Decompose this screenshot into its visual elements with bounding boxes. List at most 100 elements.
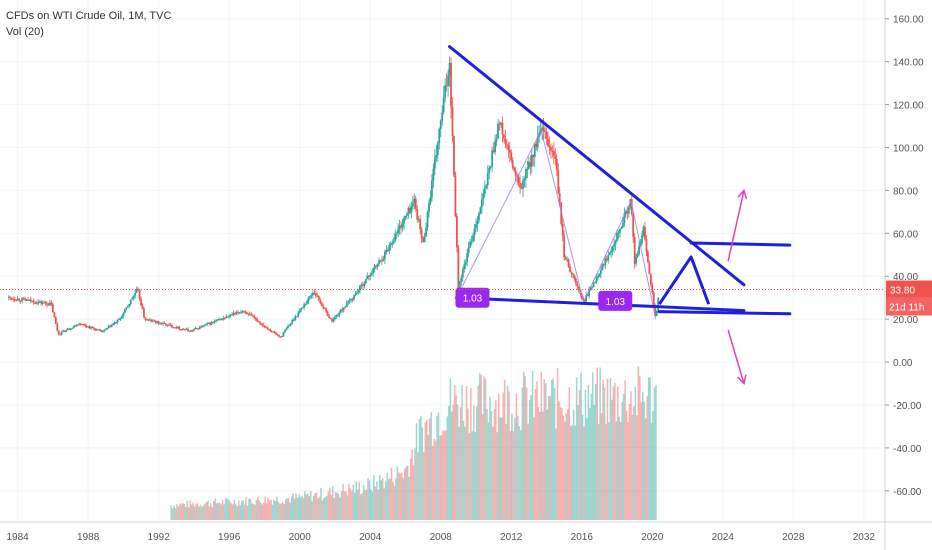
candle [15, 300, 18, 302]
candle [514, 170, 517, 176]
candle [391, 243, 394, 245]
candle [156, 321, 159, 323]
volume-bar [356, 489, 359, 520]
symbol-title[interactable]: CFDs on WTI Crude Oil, 1M, TVC [6, 10, 172, 22]
candle [316, 295, 319, 297]
volume-bar [552, 378, 554, 520]
candle [633, 236, 636, 264]
volume-bar [564, 421, 566, 520]
volume-bar [399, 473, 402, 520]
candle [591, 287, 593, 289]
volume-bar [280, 503, 283, 520]
candle [382, 258, 385, 261]
candle [40, 301, 43, 304]
x-tick-label: 2016 [571, 532, 594, 543]
candle [56, 323, 59, 331]
volume-bar [433, 438, 435, 520]
volume-bar [188, 507, 190, 520]
candle [651, 284, 654, 293]
volume-bar [242, 500, 244, 520]
volume-bar [584, 389, 587, 520]
candle [222, 318, 225, 320]
volume-bar [220, 504, 222, 520]
candle [511, 160, 514, 168]
volume-bar [230, 503, 233, 520]
candle [27, 299, 29, 301]
candle [458, 281, 461, 289]
candle [232, 313, 235, 316]
candle [267, 329, 270, 331]
volume-bar [637, 366, 640, 520]
volume-bar [652, 411, 654, 520]
candle [544, 130, 546, 133]
volume-bar [561, 408, 563, 520]
candle [494, 141, 496, 153]
candle [645, 239, 648, 252]
candle [228, 315, 231, 317]
volume-bar [555, 428, 557, 520]
candle [479, 207, 482, 214]
candle [273, 331, 276, 333]
candle [364, 279, 367, 284]
volume-bar [514, 417, 516, 520]
candle [375, 265, 377, 267]
volume-bar [173, 505, 175, 520]
candle [298, 310, 301, 313]
y-tick-label: 40.00 [893, 272, 918, 283]
volume-title[interactable]: Vol (20) [6, 26, 44, 38]
volume-bar [521, 387, 524, 520]
candle [361, 284, 364, 287]
candle [597, 276, 599, 278]
candle [322, 305, 325, 309]
volume-bar [503, 379, 506, 520]
candle [513, 167, 516, 171]
volume-bar [505, 423, 507, 520]
candle [60, 331, 63, 335]
candle [131, 298, 134, 300]
volume-bar [640, 402, 643, 520]
candle [469, 241, 472, 248]
fib-line [630, 201, 657, 320]
volume-bar [612, 386, 615, 520]
candle [632, 214, 635, 237]
volume-bar [445, 430, 447, 520]
candle [88, 326, 91, 329]
candle [226, 316, 229, 318]
candle [188, 330, 191, 332]
candle [278, 335, 281, 337]
candle [213, 321, 216, 323]
volume-bar [436, 415, 438, 520]
candle [535, 143, 538, 148]
volume-bar [323, 497, 325, 520]
candle [12, 299, 15, 301]
volume-bar [214, 498, 216, 520]
candle [104, 328, 107, 330]
candle [460, 277, 463, 282]
candle [605, 258, 608, 261]
candle [76, 324, 79, 326]
x-tick-label: 2020 [641, 532, 664, 543]
volume-bar [298, 494, 300, 520]
volume-bar [171, 508, 174, 520]
candle [159, 322, 162, 324]
volume-bar [374, 486, 377, 520]
x-tick-label: 2004 [359, 532, 382, 543]
candle [608, 252, 611, 256]
candle [81, 324, 84, 326]
candle [423, 236, 426, 242]
candle [646, 251, 649, 263]
candle [589, 287, 592, 290]
volume-bar [540, 371, 543, 520]
volume-bar [179, 503, 181, 520]
candle [32, 300, 35, 303]
fib-label-box [598, 290, 633, 311]
candle [610, 250, 613, 253]
candle [558, 193, 561, 203]
volume-bar [192, 502, 194, 520]
candle [442, 97, 445, 113]
candle [378, 260, 380, 264]
candle [190, 330, 192, 332]
candle [614, 240, 617, 245]
candle [436, 143, 439, 155]
